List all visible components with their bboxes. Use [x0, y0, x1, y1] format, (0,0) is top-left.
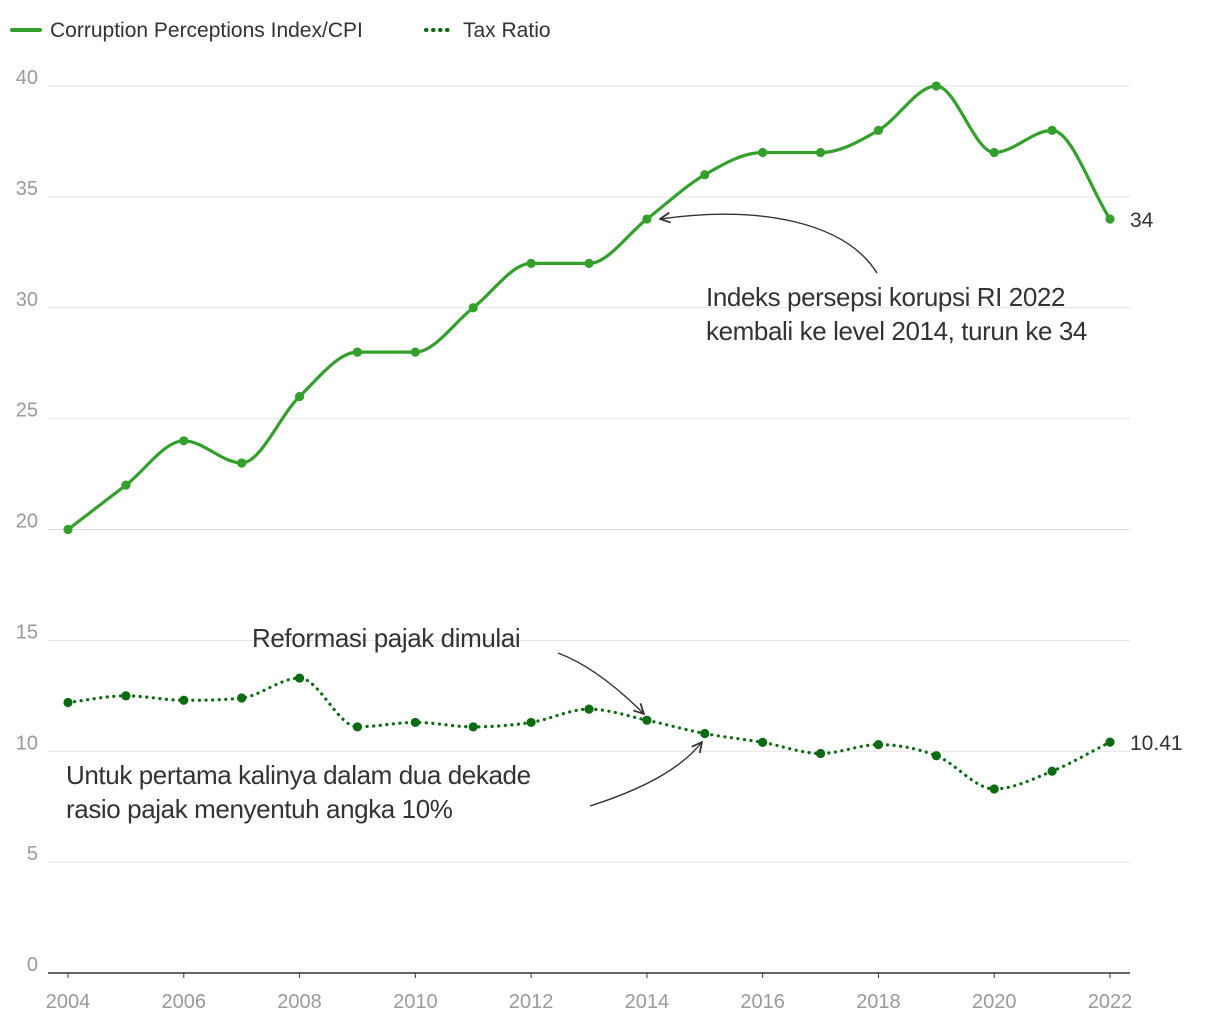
annotation-cpi-2022: Indeks persepsi korupsi RI 2022 kembali … [660, 214, 1087, 346]
data-point-cpi-2004 [63, 524, 73, 535]
data-point-tax-ratio-2016 [758, 737, 768, 747]
data-point-cpi-2009 [352, 347, 363, 357]
annotation-tax-10pct: Untuk pertama kalinya dalam dua dekade r… [66, 742, 702, 824]
data-point-cpi-2017 [815, 147, 826, 158]
data-point-cpi-2022 [1105, 214, 1115, 224]
annotation-10pct-line-1: Untuk pertama kalinya dalam dua dekade [66, 760, 531, 790]
y-tick-label: 20 [16, 511, 38, 533]
data-point-tax-ratio-2021 [1047, 766, 1057, 776]
data-point-cpi-2007 [237, 458, 247, 468]
annotation-reform-arrow [557, 652, 644, 714]
x-tick-label: 2006 [162, 991, 207, 1013]
data-point-tax-ratio-2015 [700, 728, 710, 739]
data-point-cpi-2013 [584, 258, 594, 268]
y-tick-label: 10 [16, 732, 38, 754]
x-tick-label: 2016 [740, 991, 785, 1013]
data-point-cpi-2011 [468, 303, 478, 313]
end-label-cpi: 34 [1130, 209, 1154, 232]
data-point-tax-ratio-2013 [584, 704, 594, 714]
data-point-tax-ratio-2022 [1105, 737, 1115, 747]
series-layer [63, 81, 1115, 794]
x-tick-label: 2022 [1088, 991, 1133, 1013]
x-axis-ticks: 2004 2006 2008 2010 2012 2014 2016 2018 2020 2022 [46, 973, 1133, 1013]
annotation-10pct-line-2: rasio pajak menyentuh angka 10% [66, 794, 453, 824]
data-point-tax-ratio-2020 [989, 784, 999, 794]
legend-label-tax: Tax Ratio [463, 19, 551, 42]
data-point-tax-ratio-2004 [63, 697, 73, 708]
data-point-cpi-2018 [873, 125, 884, 135]
annotation-cpi-line-2: kembali ke level 2014, turun ke 34 [706, 316, 1087, 346]
data-point-tax-ratio-2010 [410, 717, 420, 728]
x-tick-label: 2008 [277, 991, 322, 1013]
y-tick-label: 5 [27, 843, 38, 865]
x-tick-label: 2018 [856, 991, 901, 1013]
y-tick-label: 25 [16, 400, 38, 422]
y-tick-label: 0 [27, 954, 38, 976]
data-point-cpi-2019 [931, 81, 941, 91]
data-point-tax-ratio-2011 [468, 722, 478, 732]
data-point-cpi-2020 [989, 147, 999, 158]
data-point-tax-ratio-2007 [237, 693, 247, 703]
legend: Corruption Perceptions Index/CPI Tax Rat… [10, 19, 551, 42]
annotation-cpi-line-1: Indeks persepsi korupsi RI 2022 [706, 282, 1065, 312]
x-tick-label: 2004 [46, 991, 91, 1013]
y-tick-label: 35 [16, 178, 38, 200]
end-label-tax: 10.41 [1130, 732, 1183, 755]
data-point-cpi-2014 [642, 214, 652, 224]
data-point-tax-ratio-2005 [121, 691, 131, 701]
x-tick-label: 2020 [972, 991, 1017, 1013]
y-tick-label: 40 [16, 67, 38, 89]
annotation-reform-line-1: Reformasi pajak dimulai [252, 623, 520, 653]
legend-label-cpi: Corruption Perceptions Index/CPI [50, 19, 363, 42]
data-point-tax-ratio-2009 [352, 722, 363, 732]
x-tick-label: 2012 [509, 991, 554, 1013]
data-point-tax-ratio-2012 [526, 717, 536, 728]
data-point-tax-ratio-2018 [873, 739, 884, 750]
data-point-cpi-2016 [758, 147, 768, 158]
data-point-cpi-2012 [526, 258, 536, 268]
annotation-tax-reform: Reformasi pajak dimulai [252, 623, 644, 714]
annotation-cpi-arrow [660, 214, 878, 274]
x-tick-label: 2010 [393, 991, 438, 1013]
data-point-cpi-2008 [294, 391, 305, 402]
y-tick-label: 15 [16, 621, 38, 643]
data-point-cpi-2015 [700, 170, 710, 180]
y-grid [48, 85, 1130, 863]
data-point-tax-ratio-2014 [642, 715, 652, 725]
data-point-tax-ratio-2019 [931, 751, 941, 761]
data-point-cpi-2005 [121, 480, 131, 490]
data-point-cpi-2021 [1047, 125, 1057, 135]
data-point-cpi-2010 [410, 347, 420, 357]
y-axis-ticks: 0 5 10 15 20 25 30 35 40 [16, 67, 38, 976]
data-point-tax-ratio-2008 [294, 673, 305, 683]
data-point-tax-ratio-2006 [179, 695, 189, 705]
y-tick-label: 30 [16, 289, 38, 311]
annotation-10pct-arrow [589, 742, 702, 807]
x-tick-label: 2014 [625, 991, 670, 1013]
data-point-cpi-2006 [179, 436, 189, 446]
data-point-tax-ratio-2017 [815, 748, 826, 759]
